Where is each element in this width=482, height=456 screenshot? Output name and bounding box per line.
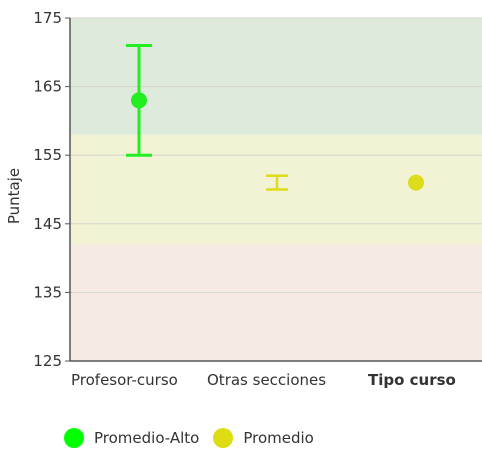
- legend-label: Promedio: [243, 429, 314, 447]
- y-tick-label-125: 125: [33, 352, 62, 370]
- x-axis-categories: Profesor-curso Otras secciones Tipo curso: [71, 371, 456, 389]
- legend-marker: [64, 428, 84, 448]
- legend-item-promedio-alto[interactable]: Promedio-Alto: [64, 428, 199, 448]
- axes: [69, 18, 482, 362]
- y-axis-ticks: 125 135 145 155 165 175: [33, 9, 70, 370]
- y-tick-label-165: 165: [33, 78, 62, 96]
- y-tick-label-135: 135: [33, 283, 62, 301]
- legend-label: Promedio-Alto: [94, 429, 200, 447]
- legend-item-promedio[interactable]: Promedio: [213, 428, 314, 448]
- y-tick-label-145: 145: [33, 215, 62, 233]
- x-category-label-0: Profesor-curso: [71, 371, 178, 389]
- legend: Promedio-Alto Promedio: [64, 426, 314, 450]
- data-point-0: [131, 92, 147, 109]
- legend-marker: [213, 428, 234, 448]
- data-point-2: [408, 174, 424, 191]
- y-tick-label-175: 175: [33, 9, 62, 27]
- score-band-2: [70, 18, 482, 135]
- score-band-0: [70, 244, 482, 361]
- y-tick-label-155: 155: [33, 146, 62, 164]
- data-marks: [126, 43, 424, 191]
- y-axis-label: Puntaje: [5, 168, 23, 224]
- x-category-label-2: Tipo curso: [368, 371, 456, 389]
- x-category-label-1: Otras secciones: [207, 371, 326, 389]
